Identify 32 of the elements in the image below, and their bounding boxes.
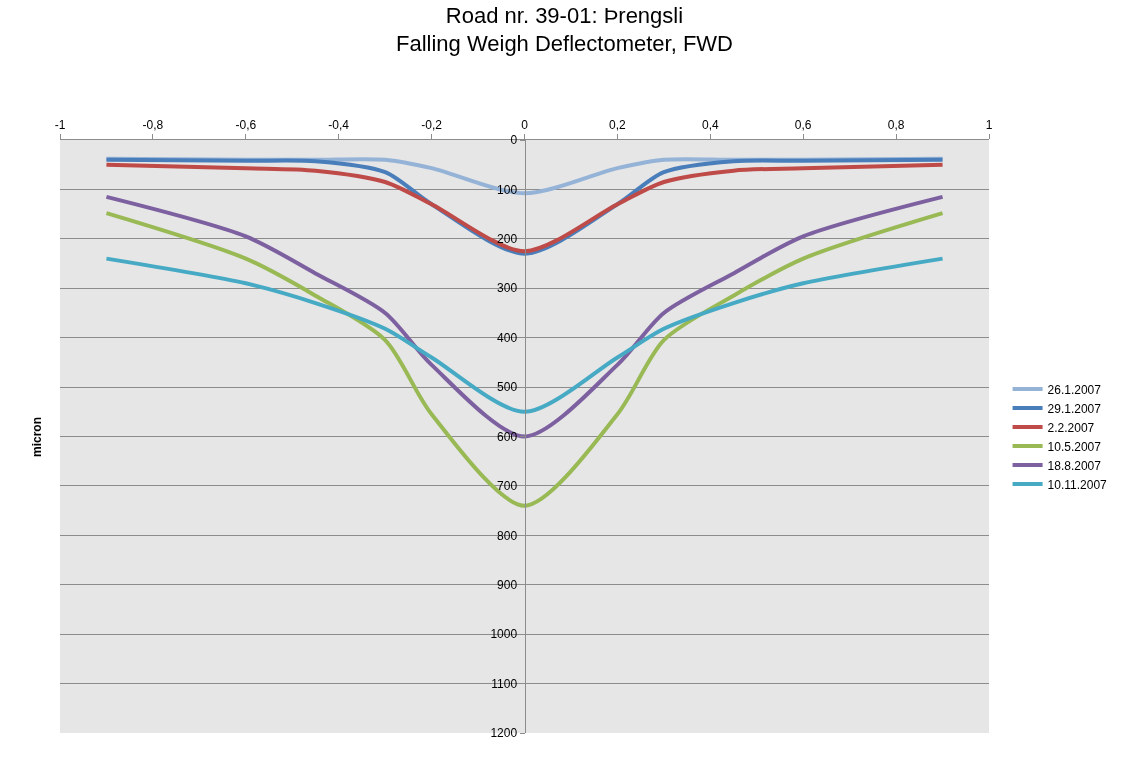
x-tick-label: -0,6 — [235, 118, 257, 133]
y-tick-label: 900 — [497, 577, 518, 592]
legend-label: 10.11.2007 — [1047, 477, 1108, 492]
x-tick-label: 0,6 — [794, 118, 812, 133]
y-tick-label: 400 — [497, 330, 518, 345]
x-tick-label: -0,2 — [421, 118, 443, 133]
x-tick-label: 0,8 — [887, 118, 905, 133]
y-tick-label: 1000 — [490, 627, 518, 642]
chart-title: Road nr. 39-01: Þrengsli Falling Weigh Deflectometer, FWD — [395, 2, 734, 57]
x-tick-label: 0 — [521, 118, 529, 133]
legend-label: 18.8.2007 — [1047, 458, 1102, 473]
y-axis-title: micron — [29, 416, 44, 457]
x-tick-label: -1 — [54, 118, 66, 133]
y-tick-label: 200 — [497, 232, 518, 247]
x-tick-label: 1 — [985, 118, 993, 133]
y-tick-label: 800 — [497, 528, 518, 543]
y-tick-label: 500 — [497, 380, 518, 395]
x-tick-label: 0,4 — [701, 118, 719, 133]
y-tick-label: 0 — [510, 133, 518, 148]
legend-label: 26.1.2007 — [1047, 382, 1102, 397]
x-tick-label: -0,8 — [142, 118, 164, 133]
y-tick-label: 1100 — [491, 676, 518, 691]
y-tick-label: 300 — [497, 281, 518, 296]
y-tick-label: 100 — [497, 182, 518, 197]
legend-label: 10.5.2007 — [1047, 439, 1102, 454]
y-tick-label: 600 — [497, 429, 518, 444]
legend-label: 29.1.2007 — [1047, 401, 1102, 416]
y-tick-label: 1200 — [490, 726, 518, 741]
x-tick-label: -0,4 — [328, 118, 350, 133]
legend-label: 2.2.2007 — [1047, 420, 1095, 435]
x-tick-label: 0,2 — [609, 118, 627, 133]
y-tick-label: 700 — [497, 479, 518, 494]
